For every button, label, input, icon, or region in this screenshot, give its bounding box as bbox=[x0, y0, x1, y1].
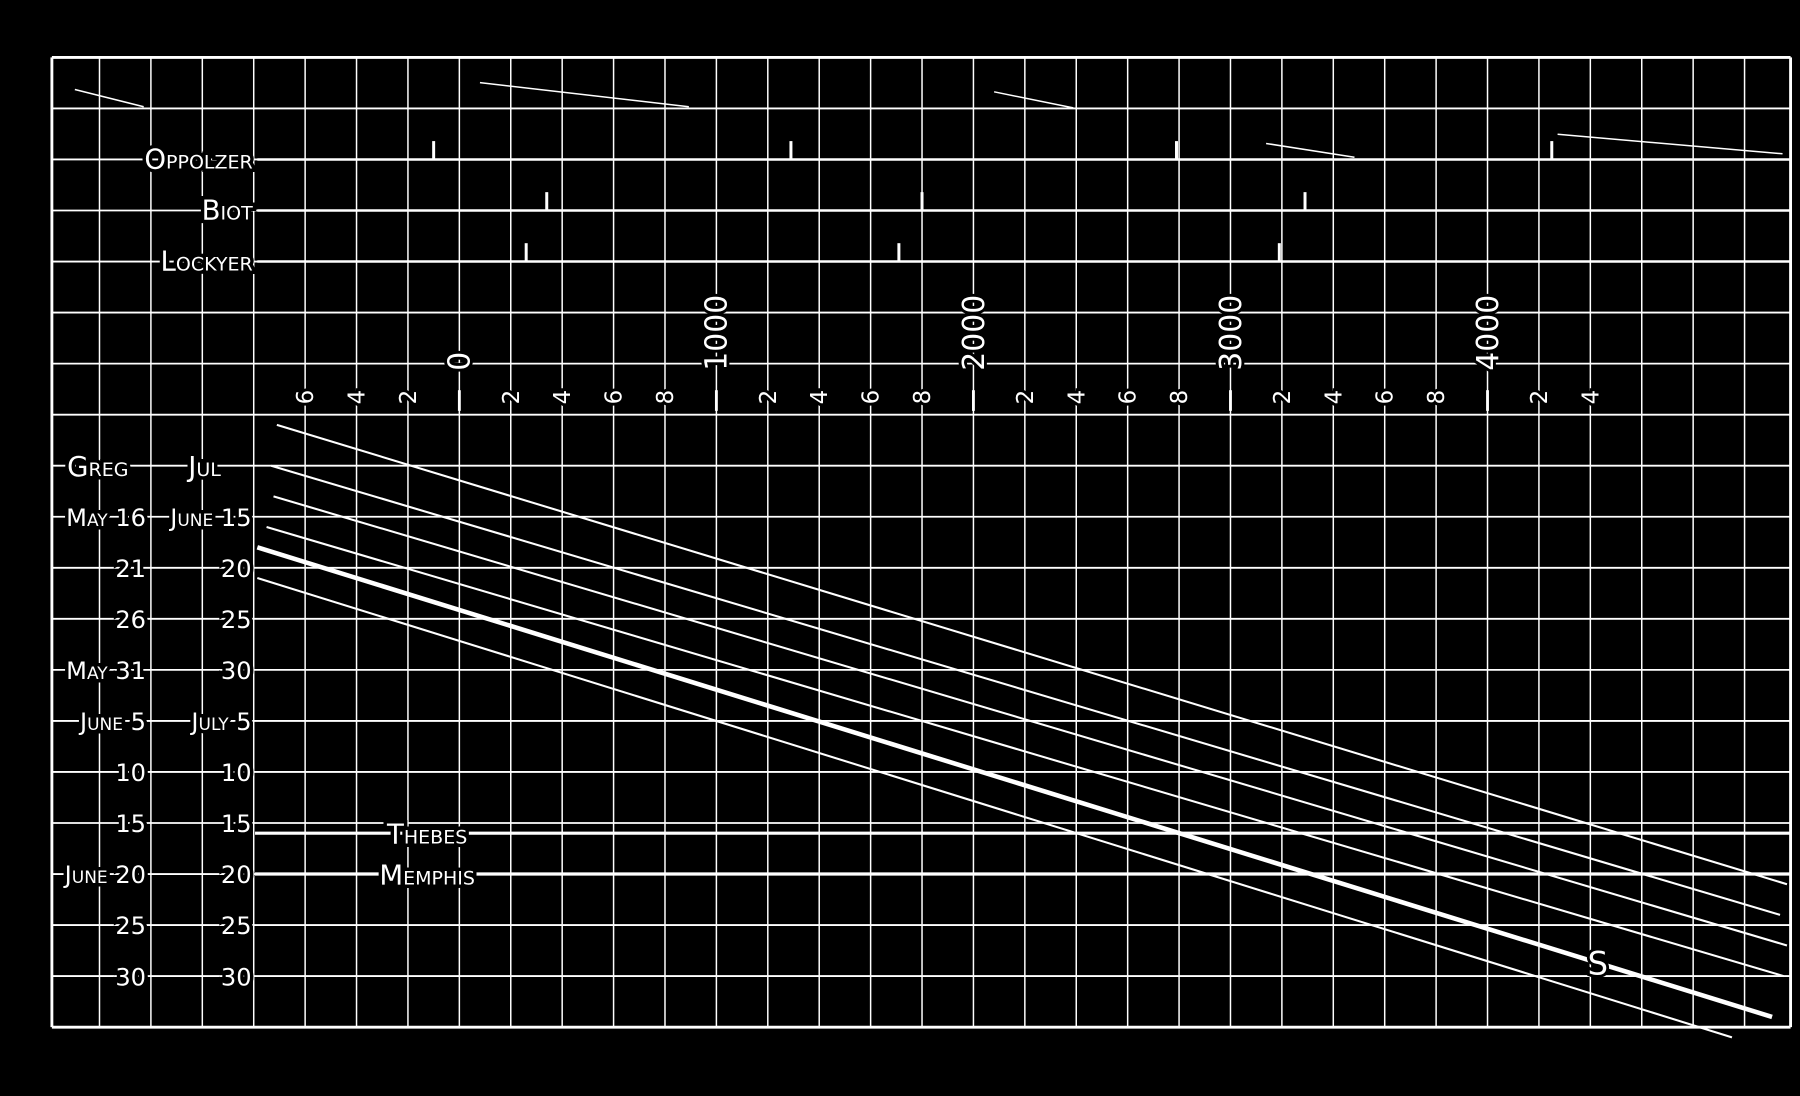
greg-date-label: 26 bbox=[115, 606, 146, 634]
jul-date-label: 25 bbox=[221, 912, 252, 940]
decorative-stroke bbox=[479, 81, 689, 108]
reference-line-label: Memphis bbox=[379, 859, 475, 891]
epoch-row-label: Lockyer bbox=[161, 246, 253, 278]
x-minor-label: 2 bbox=[396, 390, 422, 405]
greg-date-label: 21 bbox=[115, 555, 146, 583]
x-minor-label: 8 bbox=[653, 390, 679, 405]
epoch-row-label: Biot bbox=[202, 195, 253, 227]
jul-date-label: 30 bbox=[221, 657, 252, 685]
jul-date-label: June 15 bbox=[168, 504, 251, 532]
reference-line-label: Thebes bbox=[386, 819, 467, 851]
chart-labels: Oppolzer Biot Lockyer 0 1000 2000 3000 4000 6 4 2 2… bbox=[59, 140, 1611, 995]
series-line bbox=[273, 495, 1788, 947]
jul-date-label: 20 bbox=[221, 555, 252, 583]
greg-date-label: June 20 bbox=[63, 861, 146, 889]
x-minor-label: 4 bbox=[807, 390, 833, 405]
jul-header: Jul bbox=[186, 451, 221, 483]
x-minor-label: 4 bbox=[345, 390, 371, 405]
chart-marks bbox=[74, 81, 1791, 1039]
x-minor-label: 8 bbox=[910, 390, 936, 405]
x-minor-label: 2 bbox=[1013, 390, 1039, 405]
series-line bbox=[270, 464, 1781, 916]
decorative-stroke bbox=[74, 88, 144, 108]
greg-date-label: 10 bbox=[115, 759, 146, 787]
x-minor-label: 8 bbox=[1424, 390, 1450, 405]
x-minor-label: 8 bbox=[1167, 390, 1193, 405]
x-major-label: 3000 bbox=[1214, 295, 1249, 371]
greg-date-label: June 5 bbox=[78, 708, 146, 736]
series-line bbox=[256, 545, 1773, 1020]
x-major-label: 0 bbox=[443, 352, 478, 371]
x-minor-label: 4 bbox=[1064, 390, 1090, 405]
decorative-stroke bbox=[993, 91, 1074, 109]
x-minor-label: 2 bbox=[756, 390, 782, 405]
x-minor-label: 6 bbox=[1116, 390, 1142, 405]
x-minor-label: 4 bbox=[1321, 390, 1347, 405]
decorative-stroke bbox=[1557, 133, 1783, 155]
x-minor-label: 6 bbox=[602, 390, 628, 405]
decorative-stroke bbox=[1265, 142, 1355, 158]
greg-date-label: 15 bbox=[115, 810, 146, 838]
x-minor-label: 4 bbox=[550, 390, 576, 405]
greg-date-label: 30 bbox=[115, 963, 146, 991]
jul-date-label: 30 bbox=[221, 963, 252, 991]
x-minor-label: 4 bbox=[1578, 390, 1604, 405]
epoch-row-label: Oppolzer bbox=[144, 144, 252, 176]
x-minor-label: 2 bbox=[1270, 390, 1296, 405]
jul-date-label: 15 bbox=[221, 810, 252, 838]
greg-header: Greg bbox=[67, 451, 128, 483]
x-minor-label: 2 bbox=[499, 390, 525, 405]
series-label: S bbox=[1588, 944, 1608, 982]
jul-date-label: July 5 bbox=[189, 708, 251, 736]
x-minor-label: 2 bbox=[1527, 390, 1553, 405]
greg-date-label: May 16 bbox=[66, 504, 146, 532]
greg-date-label: 25 bbox=[115, 912, 146, 940]
series-line bbox=[276, 423, 1788, 886]
series-line bbox=[257, 577, 1733, 1039]
x-major-label: 2000 bbox=[957, 295, 992, 371]
series-line bbox=[266, 525, 1784, 978]
jul-date-label: 10 bbox=[221, 759, 252, 787]
x-major-label: 1000 bbox=[700, 295, 735, 371]
jul-date-label: 20 bbox=[221, 861, 252, 889]
greg-date-label: May 31 bbox=[66, 657, 146, 685]
x-minor-label: 6 bbox=[859, 390, 885, 405]
x-major-label: 4000 bbox=[1471, 295, 1506, 371]
x-minor-label: 6 bbox=[293, 390, 319, 405]
x-minor-label: 6 bbox=[1373, 390, 1399, 405]
jul-date-label: 25 bbox=[221, 606, 252, 634]
